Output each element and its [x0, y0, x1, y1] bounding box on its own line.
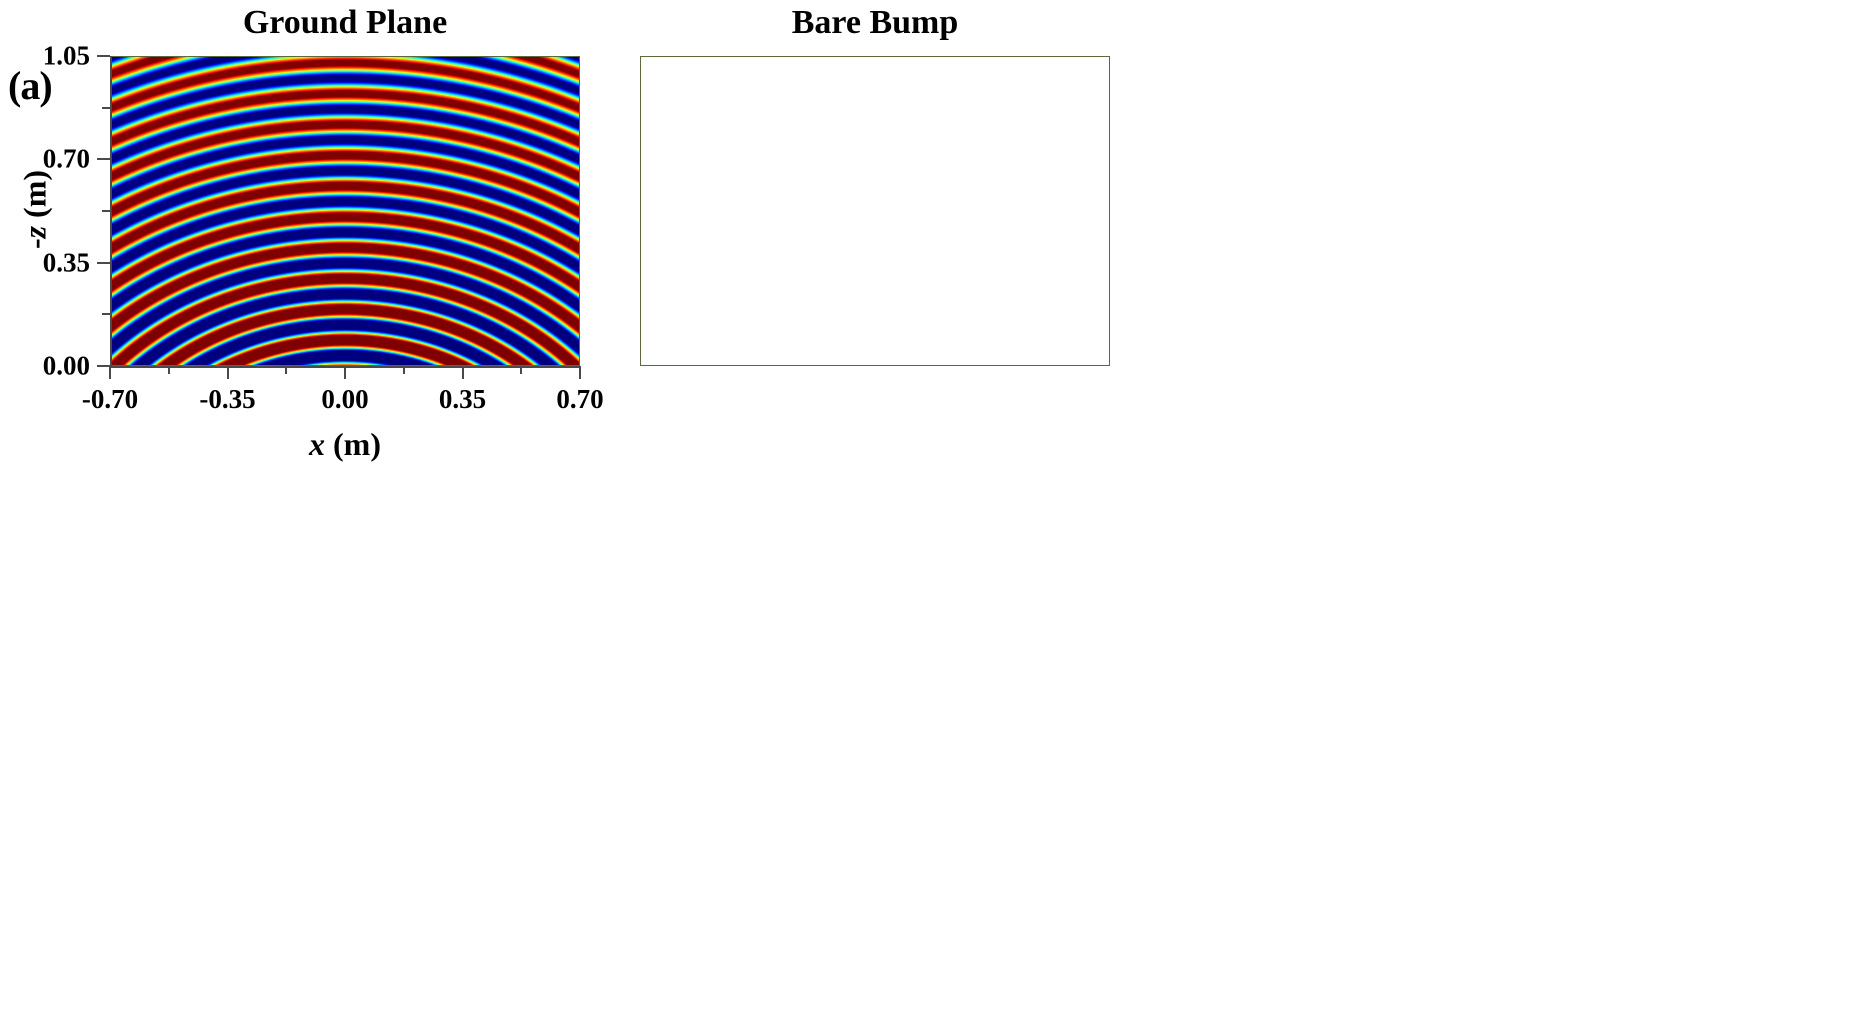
panel-bare-bump-rowa: Bare Bump: [640, 4, 1110, 366]
x-axis-tick-label: 0.00: [321, 384, 369, 414]
y-axis-title-symbol: z: [16, 225, 53, 239]
y-axis-major-tick: [97, 158, 110, 161]
x-axis-major-tick: [226, 366, 229, 379]
y-axis-minor-tick: [102, 313, 110, 316]
x-axis-major-tick: [109, 366, 111, 379]
x-axis-title-symbol: x: [309, 426, 326, 462]
panel-row-a: (a) Ground Plane -0.70 -0.35 0.00 0.35 0.70 0.0…: [0, 0, 1850, 462]
panel-title-bare-bump: Bare Bump: [791, 4, 959, 41]
y-axis-tick-label: 1.05: [42, 40, 90, 71]
y-axis-minor-tick: [102, 106, 110, 109]
x-axis-minor-tick: [285, 366, 288, 374]
y-axis-line: [110, 56, 112, 366]
y-axis-tick-label: 0.35: [42, 247, 90, 278]
y-axis-minor-tick: [102, 210, 110, 212]
pressure-field-canvas: [111, 57, 579, 365]
panel-title-ground-plane: Ground Plane: [242, 4, 448, 41]
y-axis-title-unit: (m): [16, 169, 53, 218]
y-axis-tick-label: 0.70: [42, 143, 90, 174]
x-axis-minor-tick: [167, 366, 170, 374]
x-axis-major-tick: [344, 366, 346, 379]
y-axis-major-tick: [97, 365, 110, 367]
x-axis-tick-label: 0.70: [556, 384, 604, 414]
x-axis-minor-tick: [402, 366, 405, 374]
x-axis-minor-tick: [520, 366, 523, 374]
y-axis-major-tick: [97, 261, 110, 264]
y-axis-title-prefix: -: [16, 238, 53, 250]
x-axis-title-unit: (m): [333, 426, 381, 462]
y-axis-major-tick: [97, 55, 110, 57]
x-axis-tick-label: 0.35: [438, 384, 487, 414]
panel-ground-plane-rowa: Ground Plane -0.70 -0.35 0.00 0.35 0.70 0.00 0.…: [17, 4, 604, 462]
y-axis-tick-label: 0.00: [42, 350, 90, 381]
plot-area-bare-bump: [640, 56, 1110, 366]
x-axis-tick-label: -0.70: [81, 384, 139, 414]
y-axis-title: -z (m): [17, 110, 54, 310]
x-axis-major-tick: [461, 366, 464, 379]
plot-area-ground-plane: [110, 56, 580, 366]
x-axis-tick-label: -0.35: [199, 384, 256, 414]
row-label-a: (a): [8, 63, 53, 108]
x-axis-title: x (m): [110, 426, 580, 463]
x-axis-major-tick: [579, 366, 581, 379]
pressure-field-canvas: [641, 57, 1109, 365]
